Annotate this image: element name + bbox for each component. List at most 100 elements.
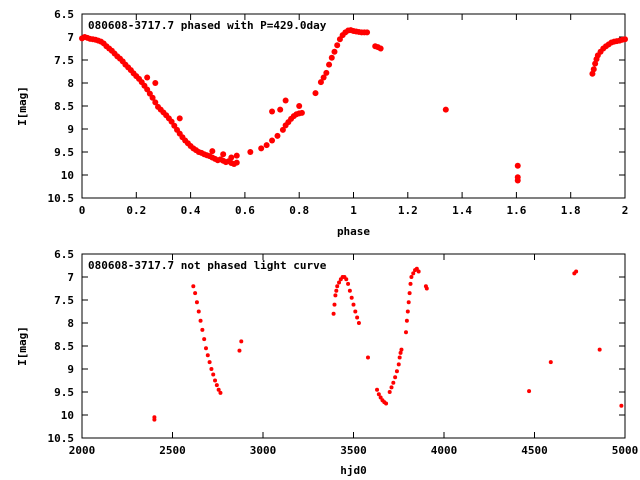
data-point bbox=[405, 309, 410, 314]
data-point bbox=[323, 69, 330, 76]
data-point bbox=[320, 74, 327, 81]
data-point bbox=[347, 288, 352, 293]
data-point bbox=[239, 339, 244, 344]
data-point bbox=[332, 302, 337, 307]
y-tick-label: 8.5 bbox=[54, 340, 74, 353]
y-tick-label: 6.5 bbox=[54, 8, 74, 21]
data-point bbox=[398, 350, 403, 355]
data-point bbox=[269, 137, 276, 144]
x-tick-label: 0.8 bbox=[289, 204, 309, 217]
data-point bbox=[144, 74, 151, 81]
data-point bbox=[442, 106, 449, 113]
data-point bbox=[274, 132, 281, 139]
data-point bbox=[209, 148, 216, 155]
x-tick-label: 1.6 bbox=[506, 204, 526, 217]
y-tick-label: 7 bbox=[67, 271, 74, 284]
x-tick-label: 1.4 bbox=[452, 204, 472, 217]
data-point bbox=[205, 353, 210, 358]
data-point bbox=[149, 94, 156, 101]
data-point bbox=[409, 275, 414, 279]
y-tick-label: 7 bbox=[67, 31, 74, 44]
x-tick-label: 0.4 bbox=[181, 204, 201, 217]
data-point bbox=[396, 362, 401, 367]
y-tick-label: 9.5 bbox=[54, 386, 74, 399]
y-tick-label: 10 bbox=[61, 169, 74, 182]
x-tick-label: 3500 bbox=[340, 444, 367, 457]
data-point bbox=[335, 284, 340, 289]
y-tick-label: 8 bbox=[67, 317, 74, 330]
axis-ticks: 2000 2500 3000 3500 4000 4500 5000 6.5 7 7.5 8 8.5 9… bbox=[48, 248, 639, 457]
data-point bbox=[353, 309, 358, 314]
x-tick-label: 0.2 bbox=[126, 204, 146, 217]
data-point bbox=[403, 330, 408, 335]
data-point bbox=[263, 142, 270, 149]
data-point bbox=[589, 70, 596, 77]
data-point bbox=[247, 149, 254, 155]
data-point bbox=[203, 346, 208, 351]
data-point bbox=[193, 291, 198, 296]
data-point bbox=[317, 79, 324, 86]
data-point bbox=[337, 280, 342, 285]
chart-title: 080608-3717.7 phased with P=429.0day bbox=[88, 19, 327, 32]
y-tick-label: 8 bbox=[67, 77, 74, 90]
data-point bbox=[207, 360, 212, 365]
data-point bbox=[233, 152, 240, 159]
data-point bbox=[331, 311, 336, 316]
data-point bbox=[387, 390, 392, 394]
data-point bbox=[333, 293, 338, 298]
data-point bbox=[326, 61, 333, 68]
data-point bbox=[404, 318, 409, 323]
data-point bbox=[152, 99, 159, 106]
data-point bbox=[216, 387, 221, 392]
x-tick-label: 2 bbox=[622, 204, 629, 217]
data-point bbox=[228, 154, 235, 161]
data-points bbox=[152, 266, 624, 422]
phased-light-curve-panel: 0 0.2 0.4 0.6 0.8 1 1.2 1.4 1.6 1.8 2 6.5 7 7.5 8 8.5 9 9… bbox=[16, 8, 628, 238]
data-point bbox=[399, 347, 404, 352]
x-tick-label: 3000 bbox=[250, 444, 277, 457]
data-point bbox=[279, 126, 286, 133]
data-point bbox=[298, 109, 305, 116]
x-tick-label: 5000 bbox=[612, 444, 639, 457]
data-point bbox=[258, 145, 265, 152]
data-point bbox=[619, 403, 624, 408]
data-point bbox=[237, 348, 242, 353]
data-point bbox=[328, 54, 335, 61]
x-axis-label: phase bbox=[337, 225, 370, 238]
data-point bbox=[411, 271, 416, 276]
data-point bbox=[269, 108, 276, 115]
data-point bbox=[574, 269, 579, 274]
data-point bbox=[592, 60, 599, 67]
data-point bbox=[198, 318, 203, 323]
y-tick-label: 10.5 bbox=[48, 192, 75, 205]
unphased-light-curve-panel: 2000 2500 3000 3500 4000 4500 5000 6.5 7 7.5 8 8.5 9… bbox=[16, 248, 638, 477]
y-tick-label: 9.5 bbox=[54, 146, 74, 159]
x-tick-label: 0 bbox=[79, 204, 86, 217]
y-tick-label: 9 bbox=[67, 123, 74, 136]
data-point bbox=[514, 177, 521, 184]
y-axis-label: I[mag] bbox=[16, 86, 29, 126]
data-point bbox=[389, 385, 394, 390]
x-tick-label: 1.2 bbox=[398, 204, 418, 217]
data-point bbox=[191, 284, 196, 289]
data-point bbox=[416, 269, 421, 274]
x-axis-label: hjd0 bbox=[340, 464, 367, 477]
data-point bbox=[548, 360, 553, 365]
data-point bbox=[331, 48, 338, 55]
data-point bbox=[527, 389, 532, 394]
x-tick-label: 1.8 bbox=[561, 204, 581, 217]
axis-ticks: 0 0.2 0.4 0.6 0.8 1 1.2 1.4 1.6 1.8 2 6.5 7 7.5 8 8.5 9 9… bbox=[48, 8, 629, 217]
data-point bbox=[514, 162, 521, 169]
data-point bbox=[194, 300, 199, 305]
data-point bbox=[233, 159, 240, 166]
data-point bbox=[196, 309, 201, 314]
y-tick-label: 10 bbox=[61, 409, 74, 422]
x-tick-label: 0.6 bbox=[235, 204, 255, 217]
y-tick-label: 8.5 bbox=[54, 100, 74, 113]
x-tick-label: 4500 bbox=[521, 444, 548, 457]
x-tick-label: 1 bbox=[350, 204, 357, 217]
data-point bbox=[282, 97, 289, 104]
data-point bbox=[597, 347, 602, 352]
